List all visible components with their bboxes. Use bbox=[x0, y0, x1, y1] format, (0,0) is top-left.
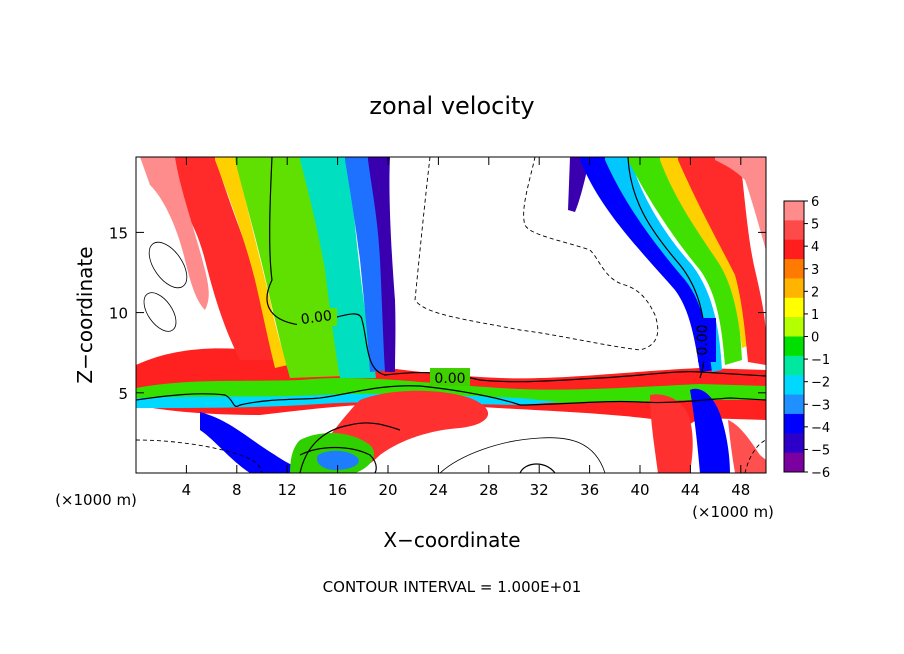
x-tick-label-5: 24 bbox=[429, 481, 448, 499]
x-axis-label: X−coordinate bbox=[383, 528, 520, 552]
contour-lower-thin bbox=[439, 437, 606, 473]
colorbar-label-9: −3 bbox=[811, 398, 830, 413]
field-lower-blue-core bbox=[316, 450, 359, 470]
colorbar-swatch-4 bbox=[784, 278, 804, 299]
colorbar-label-6: 0 bbox=[811, 331, 819, 346]
colorbar-swatch-7 bbox=[784, 336, 804, 357]
contour-negative-lower-left bbox=[136, 439, 263, 473]
y-axis-ticks: 5 10 15 bbox=[109, 224, 766, 403]
contour-negative-upper bbox=[414, 157, 659, 351]
field-center-purple bbox=[368, 157, 396, 372]
contour-label-1: 0.00 bbox=[300, 308, 333, 328]
x-tick-label-6: 28 bbox=[479, 481, 498, 499]
y-tick-label-0: 5 bbox=[118, 385, 128, 403]
colorbar-swatch-11 bbox=[784, 413, 804, 434]
colorbar-label-7: −1 bbox=[811, 353, 830, 368]
colorbar-swatch-10 bbox=[784, 394, 804, 415]
contour-dashed bbox=[136, 157, 766, 473]
x-unit-left: (×1000 m) bbox=[55, 491, 137, 509]
contour-label-3: 0.00 bbox=[695, 324, 711, 355]
colorbar-swatch-1 bbox=[784, 220, 804, 241]
colorbar-swatch-8 bbox=[784, 355, 804, 376]
field-center-cyan bbox=[300, 157, 376, 378]
x-unit-right: (×1000 m) bbox=[692, 503, 774, 521]
contour-zero-lower-3 bbox=[299, 446, 377, 473]
contour-label-bg-1 bbox=[297, 308, 337, 326]
colorbar-label-10: −4 bbox=[811, 421, 830, 436]
colorbar-label-4: 2 bbox=[811, 285, 819, 300]
plot-frame bbox=[135, 156, 767, 474]
x-tick-label-1: 8 bbox=[232, 481, 242, 499]
chart-title: zonal velocity bbox=[369, 92, 534, 120]
y-tick-label-1: 10 bbox=[109, 305, 128, 323]
contour-negative-lower-right bbox=[744, 439, 766, 473]
x-tick-label-11: 48 bbox=[731, 481, 750, 499]
field-left-upper-yellow bbox=[215, 157, 288, 368]
contour-zero-left-column bbox=[266, 157, 766, 383]
colorbar-swatch-0 bbox=[784, 201, 804, 221]
colorbar-swatch-3 bbox=[784, 259, 804, 279]
field-right-lower-red-2 bbox=[728, 420, 766, 473]
colorbar-label-5: 1 bbox=[811, 308, 819, 323]
contour-lines bbox=[136, 157, 766, 473]
contour-zero-lower-2 bbox=[299, 422, 401, 473]
x-tick-label-9: 40 bbox=[630, 481, 649, 499]
colorbar-swatch-5 bbox=[784, 297, 804, 318]
field-right-yellow bbox=[660, 157, 750, 348]
field-right-cyan bbox=[605, 157, 722, 372]
field-lower-left-blue bbox=[200, 412, 320, 473]
field-right-lower-blue bbox=[690, 388, 730, 473]
colorbar-label-0: 6 bbox=[811, 195, 819, 210]
field-left-upper-red bbox=[140, 157, 280, 360]
field-right-red bbox=[678, 157, 766, 365]
field-right-green bbox=[628, 157, 742, 365]
colorbar-swatch-6 bbox=[784, 317, 804, 337]
colorbar: 6 5 4 3 2 1 0 −1 −2 −3 −4 −5 −6 bbox=[783, 195, 830, 481]
contour-label-bg-3 bbox=[698, 318, 716, 362]
field-right-pink bbox=[715, 157, 766, 250]
colorbar-label-2: 4 bbox=[811, 240, 819, 255]
colorbar-swatch-2 bbox=[784, 239, 804, 260]
colorbar-label-12: −6 bbox=[811, 466, 830, 481]
field-left-upper-pink bbox=[140, 157, 209, 310]
x-tick-label-2: 12 bbox=[278, 481, 297, 499]
colorbar-swatch-13 bbox=[784, 452, 804, 473]
contour-interval-note: CONTOUR INTERVAL = 1.000E+01 bbox=[323, 578, 582, 596]
x-tick-label-0: 4 bbox=[182, 481, 192, 499]
x-tick-label-8: 36 bbox=[580, 481, 599, 499]
x-tick-label-7: 32 bbox=[530, 481, 549, 499]
x-axis-ticks: 4 8 12 16 20 24 28 32 36 40 44 48 bbox=[182, 157, 750, 499]
x-tick-label-10: 44 bbox=[681, 481, 700, 499]
contour-zero-lower bbox=[136, 385, 766, 407]
contour-label-bg-2 bbox=[430, 368, 470, 386]
x-tick-label-3: 16 bbox=[328, 481, 347, 499]
colorbar-label-11: −5 bbox=[811, 443, 830, 458]
colorbar-label-8: −2 bbox=[811, 376, 830, 391]
contour-loop-left-upper bbox=[148, 241, 188, 289]
plot-area: 0.00 0.00 0.00 bbox=[136, 157, 766, 473]
contour-label-2: 0.00 bbox=[434, 371, 465, 387]
colorbar-label-3: 3 bbox=[811, 263, 819, 278]
colorbar-swatch-12 bbox=[784, 433, 804, 454]
contour-label-group: 0.00 0.00 0.00 bbox=[297, 308, 716, 387]
y-axis-label: Z−coordinate bbox=[73, 246, 97, 383]
y-tick-label-2: 15 bbox=[109, 224, 128, 242]
colorbar-swatch-9 bbox=[784, 375, 804, 396]
contour-lower-small-loop bbox=[519, 463, 556, 473]
field-right-purple bbox=[568, 157, 590, 212]
colorbar-label-1: 5 bbox=[811, 218, 819, 233]
contour-loop-left-lower bbox=[143, 292, 177, 332]
field-right-lower-red bbox=[650, 394, 693, 473]
x-tick-label-4: 20 bbox=[378, 481, 397, 499]
field-right-blue bbox=[580, 157, 715, 372]
